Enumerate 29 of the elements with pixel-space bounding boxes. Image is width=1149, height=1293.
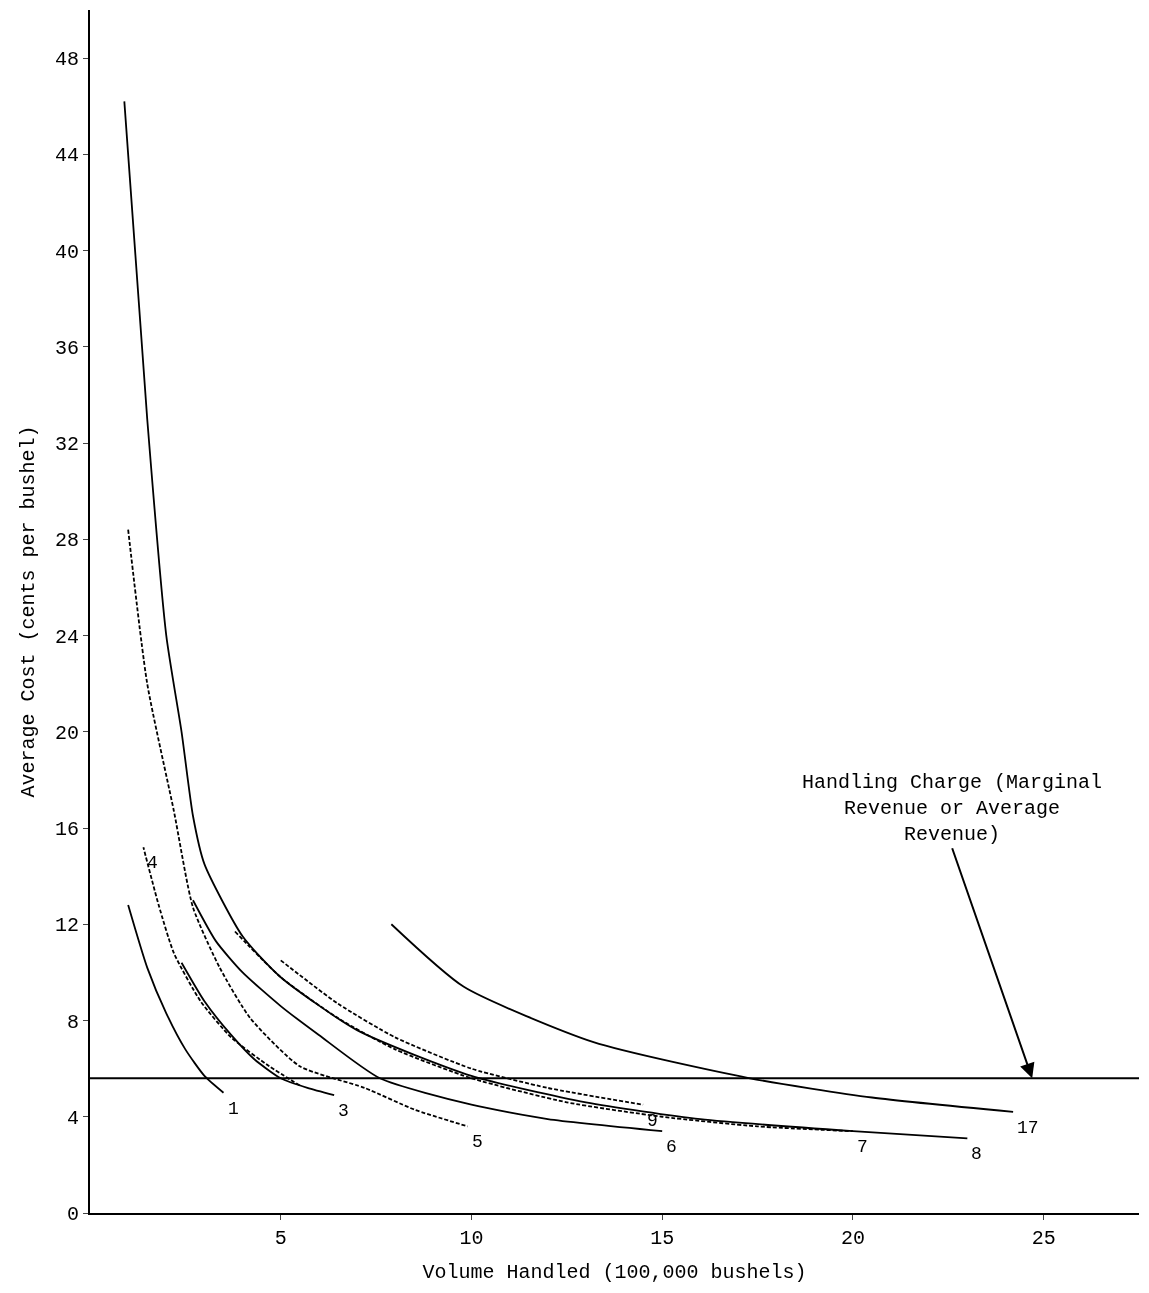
y-tick-label: 44	[54, 144, 79, 168]
x-tick-label: 5	[274, 1227, 287, 1250]
series-label: 1	[228, 1099, 239, 1119]
series-label: 3	[338, 1101, 349, 1121]
y-axis-title: Average Cost (cents per bushel)	[16, 425, 40, 798]
series-label: 17	[1017, 1118, 1039, 1138]
y-tick-label: 20	[54, 721, 79, 745]
series-label: 4	[147, 853, 158, 873]
x-tick-label: 20	[840, 1227, 865, 1250]
y-tick-label: 28	[54, 529, 79, 553]
y-tick-label: 24	[54, 625, 79, 649]
y-tick-label: 8	[66, 1010, 79, 1034]
series-label: 6	[666, 1137, 677, 1157]
y-tick-label: 40	[54, 240, 79, 264]
y-tick-label: 48	[54, 48, 79, 72]
x-axis-title: Volume Handled (100,000 bushels)	[422, 1261, 807, 1284]
y-tick-label: 16	[54, 818, 79, 842]
series-label: 8	[971, 1144, 982, 1164]
y-tick-label: 0	[66, 1203, 79, 1226]
series-label: 5	[472, 1132, 483, 1152]
y-tick-label: 4	[66, 1106, 79, 1130]
y-tick-label: 12	[54, 914, 79, 938]
y-tick-label: 36	[54, 336, 79, 360]
x-tick-label: 25	[1031, 1227, 1056, 1250]
series-label: 7	[857, 1137, 868, 1157]
annotation: Handling Charge (Marginal Revenue or Average Revenue)	[802, 771, 1103, 846]
y-tick-label: 32	[54, 433, 79, 457]
x-tick-label: 15	[650, 1227, 675, 1250]
x-tick-label: 10	[459, 1227, 484, 1250]
